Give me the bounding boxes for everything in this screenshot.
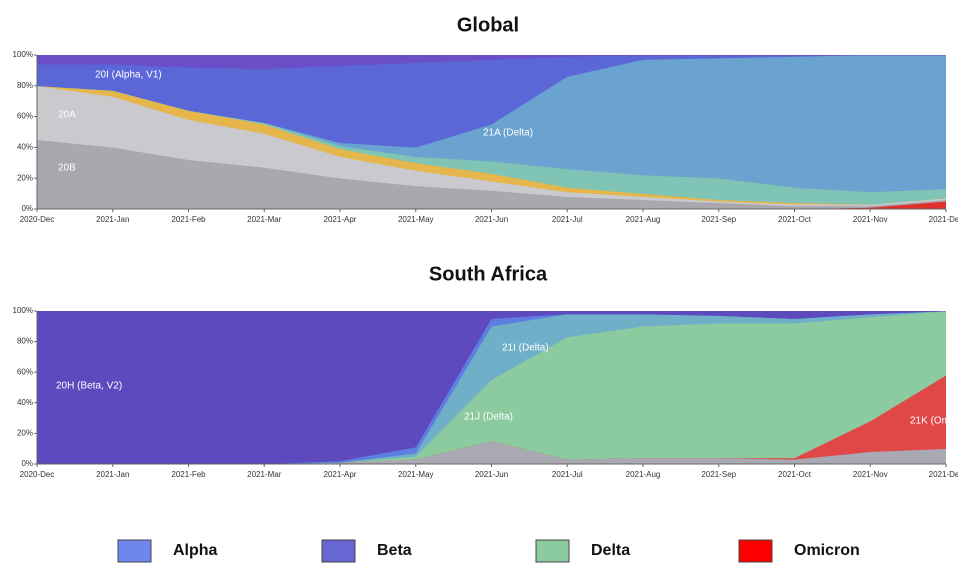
x-tick-label: 2021-Oct bbox=[778, 215, 812, 224]
y-tick-label: 20% bbox=[17, 429, 33, 438]
y-tick-label: 0% bbox=[21, 204, 33, 213]
y-tick-label: 100% bbox=[13, 50, 33, 59]
x-tick-label: 2021-Aug bbox=[626, 215, 661, 224]
x-tick-label: 2021-Jun bbox=[475, 470, 508, 479]
plot-area: 20B 20A 21A (Delta) 20I (Alpha, V1) bbox=[37, 55, 946, 209]
legend-label: Omicron bbox=[794, 542, 860, 559]
area-label: 20B bbox=[58, 163, 76, 174]
y-tick-label: 0% bbox=[21, 459, 33, 468]
area-label: 20H (Beta, V2) bbox=[56, 381, 122, 392]
x-tick-label: 2021-Mar bbox=[247, 470, 282, 479]
x-tick-label: 2021-Apr bbox=[324, 470, 357, 479]
area bbox=[37, 55, 946, 70]
x-tick-label: 2021-Dec bbox=[929, 470, 958, 479]
legend-swatch bbox=[321, 539, 356, 563]
chart: Global 20B 20A 21A (Delta) 20I (Alpha, V1) 0%… bbox=[13, 14, 958, 224]
x-tick-label: 2021-Jan bbox=[96, 215, 129, 224]
chart-title: Global bbox=[457, 14, 519, 36]
y-tick-label: 60% bbox=[17, 112, 33, 121]
x-tick-label: 2021-Nov bbox=[853, 215, 888, 224]
x-tick-label: 2021-Jul bbox=[552, 215, 583, 224]
area bbox=[37, 201, 946, 209]
y-tick-label: 20% bbox=[17, 173, 33, 182]
y-tick-label: 80% bbox=[17, 81, 33, 90]
x-tick-label: 2021-Apr bbox=[324, 215, 357, 224]
area-label: 20I (Alpha, V1) bbox=[95, 70, 162, 81]
x-tick-label: 2021-May bbox=[398, 470, 434, 479]
legend-swatch bbox=[738, 539, 773, 563]
x-tick-label: 2021-Sep bbox=[701, 215, 736, 224]
area bbox=[37, 311, 946, 464]
area-label: 21J (Delta) bbox=[464, 412, 513, 423]
x-tick-label: 2021-Sep bbox=[701, 470, 736, 479]
x-tick-label: 2021-Oct bbox=[778, 470, 812, 479]
y-tick-label: 60% bbox=[17, 367, 33, 376]
chart-title: South Africa bbox=[429, 263, 548, 285]
legend-label: Alpha bbox=[173, 542, 218, 559]
x-tick-label: 2021-Jul bbox=[552, 470, 583, 479]
x-tick-label: 2021-May bbox=[398, 215, 434, 224]
x-tick-label: 2021-Dec bbox=[929, 215, 958, 224]
plot-area: 21K (Omicron) 21J (Delta) 21I (Delta) 20H (… bbox=[37, 311, 958, 464]
y-tick-label: 40% bbox=[17, 143, 33, 152]
area-label: 20A bbox=[58, 110, 76, 121]
x-tick-label: 2021-Jan bbox=[96, 470, 129, 479]
legend-label: Delta bbox=[591, 542, 630, 559]
legend-label: Beta bbox=[377, 542, 412, 559]
legend-swatch bbox=[117, 539, 152, 563]
area-label: 21A (Delta) bbox=[483, 128, 533, 139]
x-tick-label: 2021-Feb bbox=[171, 215, 206, 224]
x-tick-label: 2021-Aug bbox=[626, 470, 661, 479]
legend-swatch bbox=[535, 539, 570, 563]
y-tick-label: 40% bbox=[17, 398, 33, 407]
legend: Alpha Beta Delta Omicron bbox=[117, 539, 860, 563]
chart: South Africa 21K (Omicron) 21J (Delta) 21I … bbox=[13, 263, 958, 479]
area-label: 21K (Omicron) bbox=[910, 416, 958, 427]
y-tick-label: 100% bbox=[13, 306, 33, 315]
x-tick-label: 2021-Feb bbox=[171, 470, 206, 479]
area-label: 21I (Delta) bbox=[502, 343, 549, 354]
y-tick-label: 80% bbox=[17, 337, 33, 346]
x-tick-label: 2021-Nov bbox=[853, 470, 888, 479]
x-tick-label: 2021-Jun bbox=[475, 215, 508, 224]
x-tick-label: 2020-Dec bbox=[20, 470, 55, 479]
x-tick-label: 2021-Mar bbox=[247, 215, 282, 224]
x-tick-label: 2020-Dec bbox=[20, 215, 55, 224]
